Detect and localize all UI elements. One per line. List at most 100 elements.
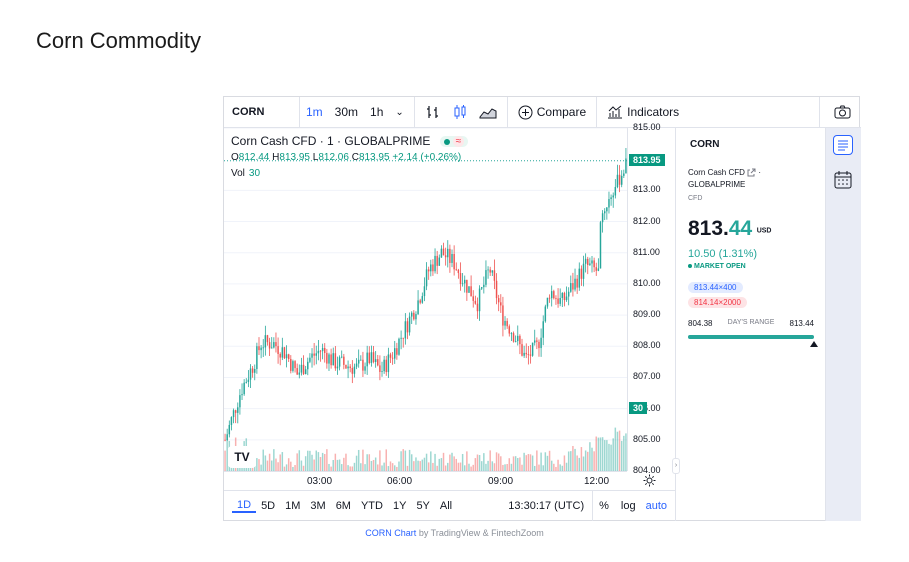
- range-1y-button[interactable]: 1Y: [392, 500, 407, 512]
- panel-collapse-handle[interactable]: ›: [672, 458, 680, 474]
- price-scale[interactable]: 815.00 813.00 812.00 811.00 810.00 809.00 808.…: [627, 122, 676, 475]
- volume-bar: [521, 464, 523, 471]
- range-ytd-button[interactable]: YTD: [360, 500, 383, 512]
- candle-body: [616, 174, 619, 188]
- external-link-icon[interactable]: [747, 168, 756, 177]
- symbol-search-button[interactable]: CORN: [224, 97, 300, 127]
- details-symbol: CORN: [690, 139, 720, 150]
- candle-body: [256, 346, 258, 369]
- candle-body: [353, 366, 356, 374]
- range-5y-button[interactable]: 5Y: [416, 500, 430, 512]
- range-5d-button[interactable]: 5D: [261, 500, 276, 512]
- candle-body: [245, 381, 248, 383]
- low-value: 812.06: [318, 152, 349, 163]
- candle-body: [533, 340, 536, 343]
- compare-button[interactable]: Compare: [512, 105, 592, 120]
- range-3m-button[interactable]: 3M: [310, 500, 326, 512]
- indicators-button[interactable]: Indicators: [601, 105, 685, 119]
- volume-bar: [264, 455, 267, 471]
- candle-body: [504, 320, 506, 326]
- volume-bar: [389, 461, 392, 471]
- candle-body: [430, 264, 432, 272]
- volume-bar: [582, 456, 585, 471]
- volume-bar: [576, 455, 578, 471]
- area-chart-style-icon[interactable]: [473, 105, 503, 119]
- candle-body: [381, 371, 383, 372]
- volume-bar: [603, 440, 606, 471]
- interval-1m-button[interactable]: 1m: [306, 105, 323, 119]
- details-symbol-name[interactable]: Corn Cash CFD: [688, 168, 745, 177]
- percent-scale-toggle[interactable]: %: [599, 500, 609, 512]
- calendar-icon[interactable]: [833, 170, 853, 195]
- watchlist-details-icon[interactable]: [833, 135, 853, 155]
- bar-chart-style-icon[interactable]: [419, 104, 447, 120]
- candle-body: [493, 270, 496, 281]
- interval-1h-button[interactable]: 1h: [370, 105, 384, 119]
- volume-bar: [597, 437, 600, 471]
- volume-bar: [533, 465, 536, 471]
- toolbar-divider: [819, 97, 820, 127]
- volume-bar: [608, 443, 610, 471]
- chart-attribution-link[interactable]: CORN Chart: [365, 528, 417, 538]
- utc-clock[interactable]: 13:30:17 (UTC): [508, 500, 585, 512]
- candle-body: [247, 379, 250, 382]
- candle-body: [459, 273, 462, 284]
- volume-bar: [287, 458, 290, 471]
- candle-body: [618, 174, 621, 185]
- range-1m-button[interactable]: 1M: [285, 500, 301, 512]
- candle-body: [525, 352, 527, 355]
- snapshot-camera-icon[interactable]: [824, 105, 861, 119]
- volume-bar: [565, 462, 568, 471]
- volume-bar: [449, 454, 451, 471]
- time-scale-settings-gear-icon[interactable]: [643, 474, 656, 490]
- range-all-button[interactable]: All: [439, 500, 453, 512]
- candle-body: [625, 158, 627, 174]
- candle-body: [334, 353, 337, 369]
- candle-body: [574, 278, 576, 290]
- compare-label: Compare: [536, 105, 587, 119]
- range-6m-button[interactable]: 6M: [335, 500, 351, 512]
- candle-body: [296, 368, 298, 375]
- candlestick-chart[interactable]: [224, 128, 675, 490]
- candle-body: [506, 320, 508, 327]
- volume-bar: [587, 451, 589, 471]
- close-value: 813.95: [358, 152, 390, 163]
- volume-bar: [567, 451, 570, 471]
- symbol-details-panel: CORN Corn Cash CFD · GLOBALPRIME CFD 813…: [672, 128, 825, 521]
- indicators-icon: [608, 105, 623, 119]
- candle-body: [553, 291, 555, 299]
- details-exchange: GLOBALPRIME: [688, 180, 746, 189]
- tradingview-logo[interactable]: TV: [228, 446, 256, 468]
- candle-body: [408, 316, 411, 333]
- volume-bar: [224, 450, 226, 471]
- log-scale-toggle[interactable]: log: [620, 500, 636, 512]
- candle-body: [578, 268, 581, 288]
- candle-body: [349, 366, 351, 369]
- chevron-down-icon[interactable]: ⌄: [395, 106, 404, 118]
- candle-body: [224, 439, 226, 441]
- candle-body: [572, 283, 574, 290]
- candle-body: [461, 283, 464, 285]
- candle-body: [260, 347, 262, 351]
- volume-bar: [593, 451, 595, 471]
- candle-body: [489, 269, 491, 273]
- candle-body: [474, 300, 477, 304]
- interval-30m-button[interactable]: 30m: [334, 105, 359, 119]
- time-tick-label: 03:00: [307, 476, 333, 487]
- toolbar-divider: [413, 97, 415, 127]
- volume-bar: [296, 453, 298, 471]
- candle-body: [623, 173, 625, 176]
- chart-pane[interactable]: Corn Cash CFD · 1 · GLOBALPRIME ≈ O812.4…: [224, 128, 675, 490]
- candle-body: [595, 267, 597, 271]
- candle-body: [529, 354, 532, 356]
- volume-bar: [353, 462, 356, 471]
- volume-bar: [500, 456, 502, 471]
- candles-style-icon[interactable]: [447, 104, 473, 120]
- auto-scale-toggle[interactable]: auto: [645, 500, 667, 512]
- range-1d-button[interactable]: 1D: [232, 499, 257, 513]
- candle-body: [302, 364, 305, 375]
- candle-body: [438, 257, 441, 266]
- time-scale[interactable]: 03:00 06:00 09:00 12:00: [224, 471, 656, 491]
- volume-bar: [347, 465, 349, 471]
- volume-bar: [517, 457, 519, 471]
